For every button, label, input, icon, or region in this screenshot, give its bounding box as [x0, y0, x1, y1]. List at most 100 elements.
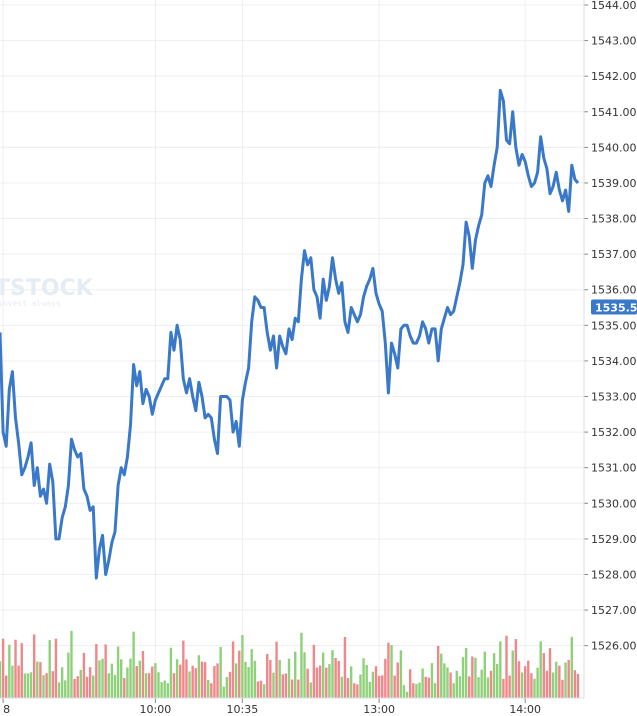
volume-bar	[362, 658, 365, 698]
volume-bar	[371, 671, 375, 698]
x-tick-label: 10:00	[140, 703, 172, 716]
volume-bars	[0, 630, 580, 698]
volume-bar	[440, 653, 443, 698]
y-axis: 1526.00 1527.00 1528.00 1529.00 1530.00 1531.…	[583, 0, 637, 698]
price-series-line	[0, 88, 580, 580]
volume-bar	[256, 681, 260, 698]
volume-bar	[179, 664, 182, 698]
y-tick-label: 1535.00	[591, 319, 637, 332]
volume-bar	[306, 668, 309, 698]
volume-bar	[92, 675, 95, 698]
y-tick-label: 1539.00	[591, 177, 637, 190]
volume-bar	[433, 683, 437, 698]
volume-bar	[315, 667, 319, 698]
y-tick-label: 1540.00	[591, 141, 637, 154]
volume-bar	[471, 656, 474, 698]
volume-bar	[558, 665, 561, 698]
volume-bar	[290, 679, 294, 698]
volume-bar	[545, 670, 549, 698]
volume-bar	[266, 653, 269, 698]
volume-bar	[477, 677, 480, 698]
volume-bar	[412, 683, 415, 698]
price-line-layer	[0, 88, 580, 580]
volume-bar	[241, 635, 244, 698]
volume-bar	[67, 652, 70, 698]
volume-bar	[278, 659, 281, 698]
volume-bar	[443, 663, 446, 698]
volume-bar	[381, 675, 384, 698]
volume-bar	[284, 673, 288, 698]
volume-bar	[247, 667, 250, 698]
y-tick-label: 1538.00	[591, 213, 637, 226]
volume-bar	[539, 641, 542, 698]
y-tick-label: 1543.00	[591, 35, 637, 48]
volume-bar	[359, 674, 362, 698]
volume-bar	[210, 683, 213, 698]
volume-bar	[138, 660, 142, 698]
volume-bar	[446, 667, 449, 698]
volume-bar	[64, 680, 67, 698]
volume-bar	[377, 675, 381, 698]
volume-bar	[32, 634, 36, 698]
y-tick-label: 1537.00	[591, 248, 637, 261]
volume-bar	[17, 665, 20, 698]
grid	[0, 0, 584, 698]
volume-bar	[511, 650, 514, 698]
volume-bar	[151, 666, 154, 698]
volume-bar	[141, 651, 145, 698]
volume-bar	[20, 643, 23, 698]
volume-bar	[253, 660, 257, 698]
volume-bar	[294, 651, 297, 698]
volume-bar	[464, 647, 468, 698]
y-tick-label: 1536.00	[591, 284, 637, 297]
volume-bar	[415, 684, 418, 698]
y-tick-label: 1527.00	[591, 604, 637, 617]
x-tick-label: 13:00	[363, 703, 395, 716]
volume-bar	[135, 666, 138, 698]
y-tick-label: 1544.00	[591, 0, 637, 12]
volume-bar	[54, 638, 58, 698]
y-tick-label: 1526.00	[591, 640, 637, 653]
volume-bar	[0, 661, 2, 698]
volume-bar	[384, 658, 387, 698]
volume-bar	[26, 673, 30, 698]
volume-bar	[533, 678, 536, 698]
volume-bar	[309, 682, 312, 698]
y-tick-label: 1541.00	[591, 106, 637, 119]
volume-bar	[496, 664, 499, 698]
volume-bar	[269, 660, 272, 698]
volume-bar	[514, 639, 518, 698]
volume-bar	[8, 644, 11, 698]
volume-bar	[51, 671, 55, 698]
y-tick-label: 1531.00	[591, 462, 637, 475]
volume-bar	[182, 640, 185, 698]
volume-bar	[45, 673, 48, 698]
volume-bar	[36, 661, 39, 698]
volume-bar	[436, 645, 440, 698]
x-tick-label: 8	[3, 703, 10, 716]
volume-bar	[356, 684, 359, 698]
volume-bar	[29, 672, 33, 698]
volume-bar	[157, 672, 160, 698]
volume-bar	[231, 641, 235, 698]
volume-bar	[489, 670, 493, 698]
volume-bar	[188, 671, 191, 698]
volume-bar	[160, 682, 163, 698]
volume-bar	[508, 675, 511, 698]
volume-bar	[119, 659, 123, 698]
volume-bar	[418, 682, 421, 698]
volume-bar	[104, 644, 107, 698]
volume-bar	[250, 649, 253, 698]
volume-bar	[396, 662, 399, 698]
volume-bar	[461, 657, 465, 698]
volume-bar	[318, 665, 322, 698]
volume-bar	[303, 652, 306, 698]
volume-bar	[573, 670, 577, 698]
volume-bar	[499, 641, 502, 698]
volume-bar	[458, 676, 462, 698]
volume-bar	[101, 658, 104, 698]
volume-bar	[225, 677, 229, 698]
